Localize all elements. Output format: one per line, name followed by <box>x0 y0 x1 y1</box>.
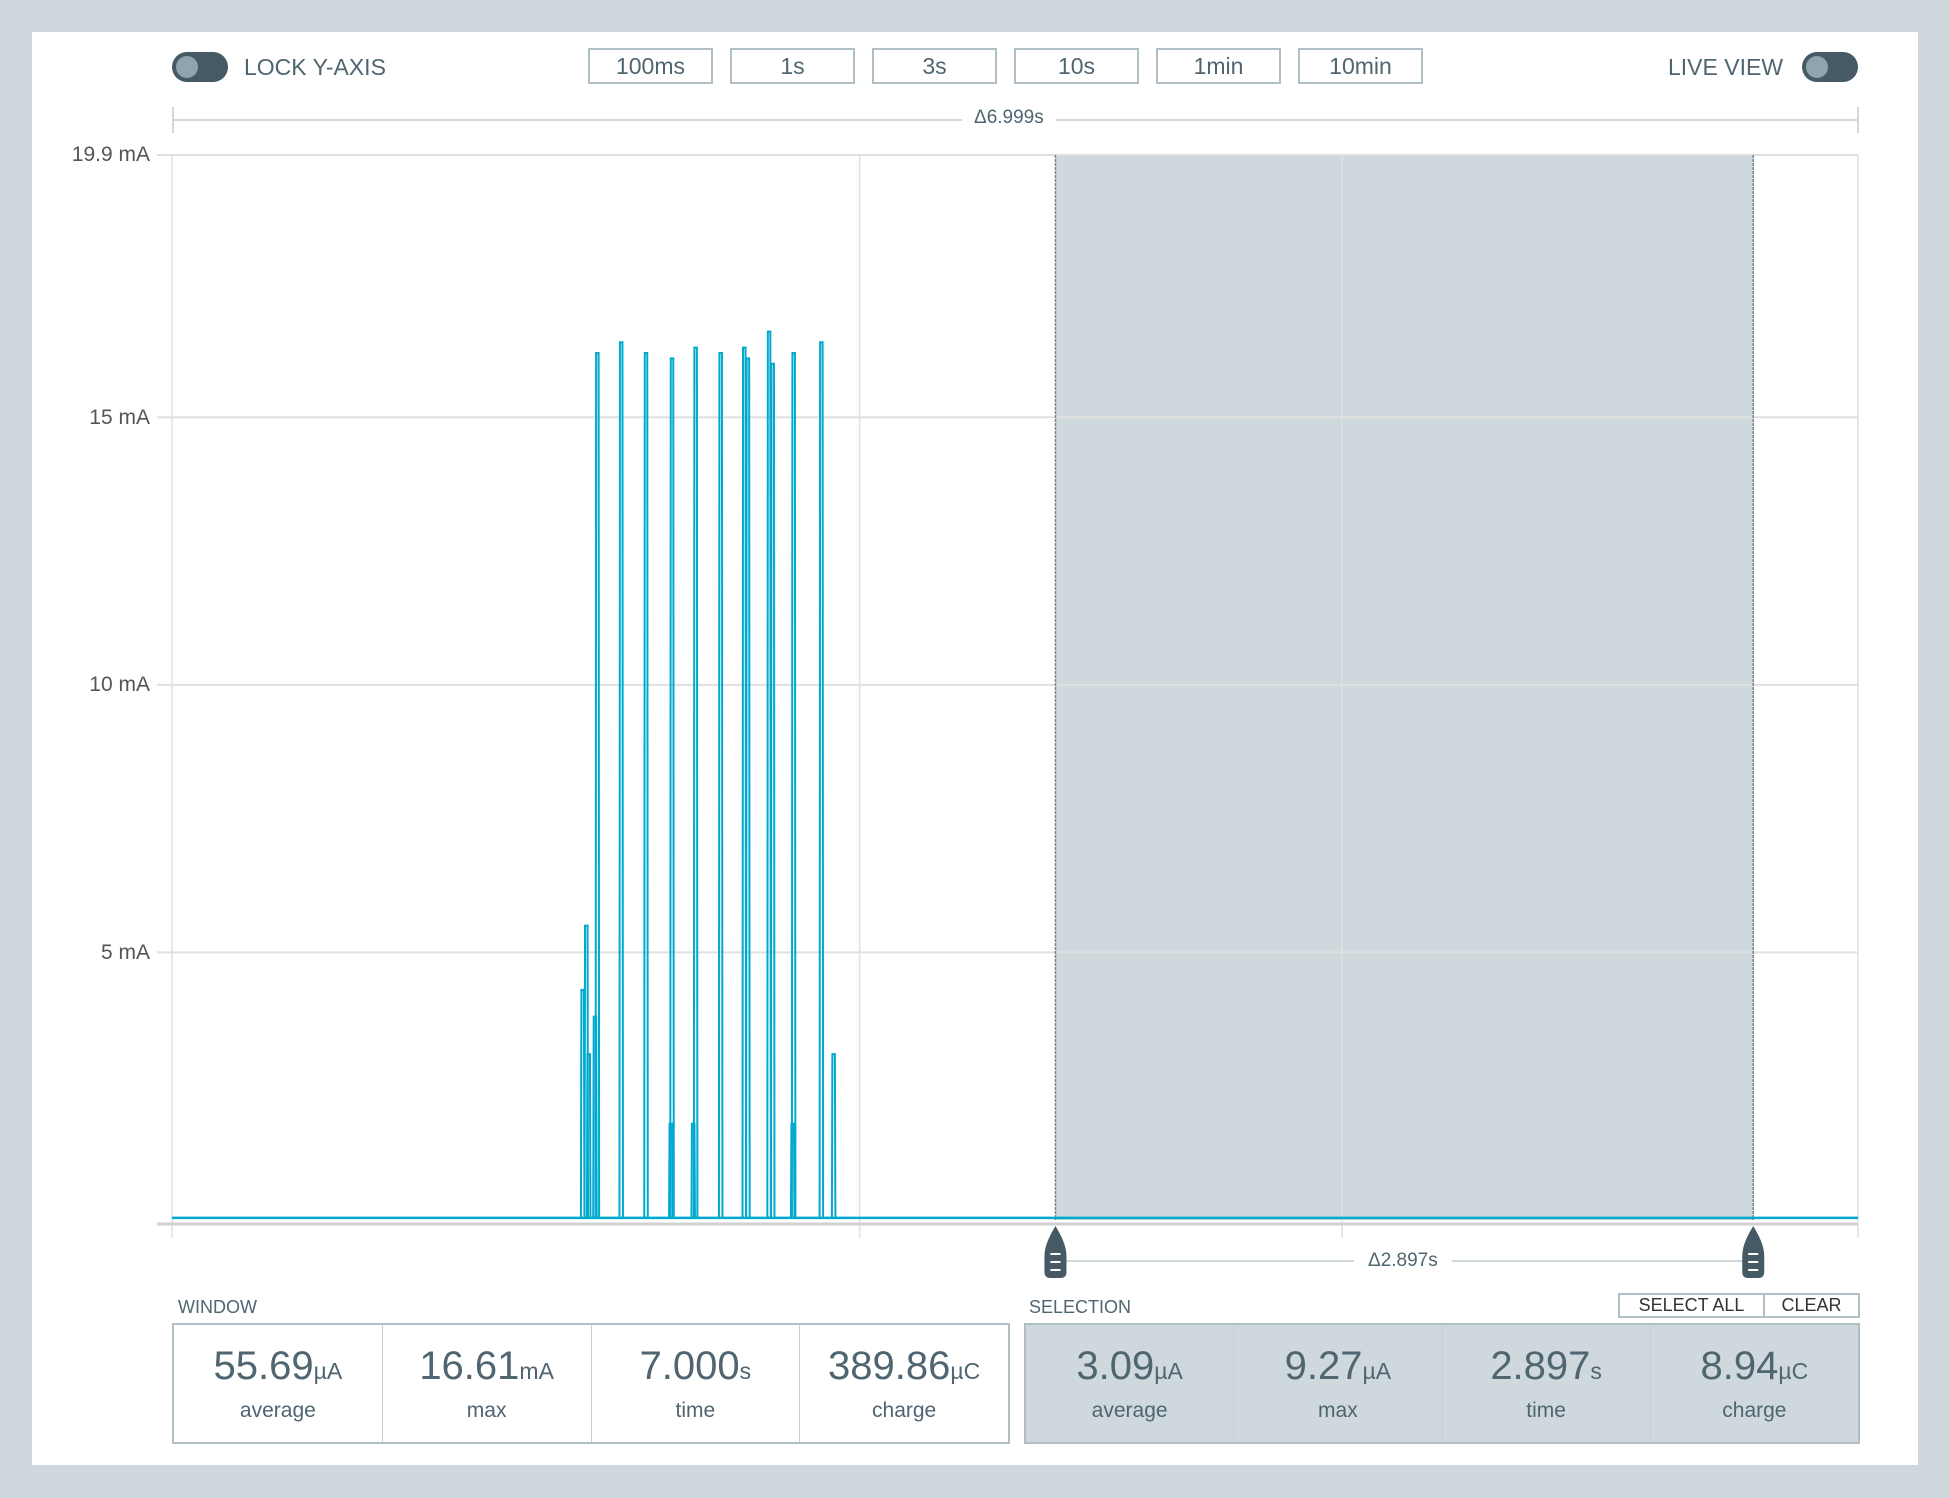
stat-unit: µC <box>1778 1358 1809 1384</box>
window-ruler-right <box>1857 107 1859 133</box>
current-spike <box>669 357 675 1218</box>
stat-value: 2.897 <box>1490 1344 1591 1388</box>
y-tick-label: 10 mA <box>89 673 150 696</box>
lock-y-axis-toggle[interactable] <box>172 52 228 82</box>
window-time: 7.000s time <box>592 1325 801 1442</box>
range-1s-button[interactable]: 1s <box>730 48 855 84</box>
stat-value: 16.61 <box>419 1344 520 1388</box>
stat-unit: µC <box>950 1358 981 1384</box>
stat-label: average <box>1091 1399 1168 1422</box>
stat-label: time <box>675 1399 716 1422</box>
window-title: WINDOW <box>178 1297 257 1317</box>
selection-average: 3.09µA average <box>1026 1325 1235 1442</box>
current-spike <box>618 341 624 1218</box>
current-chart[interactable] <box>0 0 1950 1300</box>
stat-value: 389.86 <box>828 1344 951 1388</box>
stat-label: charge <box>1722 1399 1787 1422</box>
stat-label: charge <box>872 1399 937 1422</box>
selection-region <box>1055 155 1754 1220</box>
select-all-button[interactable]: SELECT ALL <box>1618 1293 1765 1318</box>
current-spike <box>585 1053 592 1218</box>
stat-unit: µA <box>1362 1358 1392 1384</box>
range-1min-button[interactable]: 1min <box>1156 48 1281 84</box>
current-spike <box>745 357 751 1218</box>
stat-value: 8.94 <box>1700 1344 1779 1388</box>
stat-label: max <box>1318 1399 1358 1422</box>
range-3s-button[interactable]: 3s <box>872 48 997 84</box>
stat-unit: µA <box>313 1358 343 1384</box>
live-view-label: LIVE VIEW <box>1668 54 1784 80</box>
current-spike <box>692 346 699 1218</box>
stat-unit: s <box>1590 1358 1602 1384</box>
window-stats: 55.69µA average 16.61mA max 7.000s time 389… <box>172 1323 1010 1444</box>
y-tick-label: 19.9 mA <box>71 143 150 166</box>
window-average: 55.69µA average <box>174 1325 383 1442</box>
live-view-toggle[interactable] <box>1802 52 1858 82</box>
stat-label: average <box>239 1399 316 1422</box>
window-delta-label: Δ6.999s <box>962 107 1056 129</box>
toggle-knob <box>1806 56 1828 78</box>
current-spike <box>717 352 724 1218</box>
selection-stats: 3.09µA average 9.27µA max 2.897s time 8.94µ… <box>1024 1323 1860 1444</box>
stat-unit: µA <box>1154 1358 1183 1384</box>
selection-handle[interactable] <box>1742 1226 1765 1278</box>
selection-charge: 8.94µC charge <box>1651 1325 1858 1442</box>
y-tick-label: 5 mA <box>100 941 150 964</box>
selection-time: 2.897s time <box>1443 1325 1651 1442</box>
stat-label: time <box>1526 1399 1566 1422</box>
stat-label: max <box>466 1399 507 1422</box>
toggle-knob <box>176 56 198 78</box>
stat-unit: mA <box>519 1358 554 1384</box>
clear-button[interactable]: CLEAR <box>1763 1293 1860 1318</box>
current-spike <box>790 352 797 1218</box>
stat-unit: s <box>739 1358 752 1384</box>
current-spike <box>830 1053 837 1218</box>
stat-value: 55.69 <box>213 1344 314 1388</box>
stat-value: 9.27 <box>1284 1344 1363 1388</box>
window-max: 16.61mA max <box>383 1325 592 1442</box>
stat-value: 7.000 <box>639 1344 740 1388</box>
lock-y-axis-label: LOCK Y-AXIS <box>244 54 386 80</box>
selection-title: SELECTION <box>1029 1297 1132 1317</box>
current-spike <box>769 362 776 1218</box>
stat-value: 3.09 <box>1076 1344 1155 1388</box>
selection-handle[interactable] <box>1044 1226 1067 1278</box>
range-10min-button[interactable]: 10min <box>1298 48 1423 84</box>
current-spike <box>818 341 825 1218</box>
range-10s-button[interactable]: 10s <box>1014 48 1139 84</box>
window-charge: 389.86µC charge <box>800 1325 1008 1442</box>
selection-max: 9.27µA max <box>1234 1325 1443 1442</box>
range-100ms-button[interactable]: 100ms <box>588 48 713 84</box>
selection-delta-label: Δ2.897s <box>1354 1250 1452 1272</box>
y-tick-label: 15 mA <box>89 406 150 429</box>
current-spike <box>643 352 649 1218</box>
current-spike <box>594 352 601 1218</box>
